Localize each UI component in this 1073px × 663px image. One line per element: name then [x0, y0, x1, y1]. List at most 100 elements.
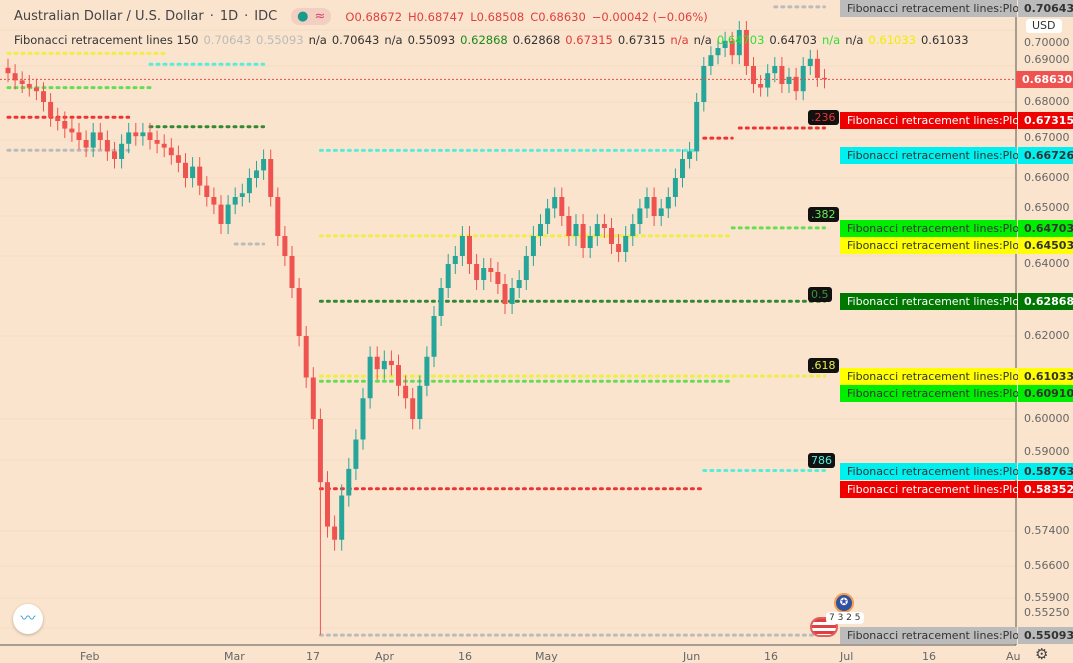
candle	[5, 58, 11, 83]
indicator-value: n/a	[693, 33, 712, 47]
candle	[417, 375, 423, 430]
candle	[552, 187, 558, 218]
candle	[41, 82, 46, 112]
price-tag-value: 0.60910	[1018, 385, 1073, 402]
candle	[396, 354, 401, 397]
candle	[211, 187, 217, 215]
candle	[140, 122, 146, 146]
last-price-tag: 0.68630	[1016, 71, 1073, 89]
indicator-value: n/a	[845, 33, 864, 47]
candle	[814, 49, 820, 87]
candle	[232, 187, 238, 215]
indicator-value: n/a	[308, 33, 327, 47]
indicator-legend[interactable]: Fibonacci retracement lines 150 0.70643 0…	[14, 33, 969, 47]
price-tag-value: 0.70643	[1018, 0, 1073, 17]
candle	[360, 387, 366, 450]
indicator-values: 0.70643 0.55093 n/a 0.70643 n/a 0.55093 0.6286…	[203, 33, 968, 47]
events-count-badge[interactable]: 7 3 2 5	[826, 612, 864, 624]
candle	[637, 198, 643, 234]
candle	[112, 141, 117, 169]
candle	[694, 93, 700, 161]
candle	[509, 278, 515, 314]
price-tag-value: 0.64503	[1018, 237, 1073, 254]
settings-gear-icon[interactable]: ⚙	[1035, 645, 1049, 663]
candle	[438, 278, 444, 326]
time-axis-label: Jun	[683, 650, 701, 663]
candle	[459, 226, 465, 266]
candle	[374, 346, 380, 380]
candle	[786, 67, 792, 93]
price-axis-label: 0.59000	[1024, 445, 1070, 458]
candle	[183, 153, 188, 188]
indicator-value: 0.61033	[920, 33, 969, 47]
market-status-pill[interactable]: ● ≈	[291, 8, 332, 25]
candle	[353, 429, 359, 480]
candle	[523, 246, 529, 290]
candle	[62, 111, 68, 139]
au-event-flag-icon[interactable]: ✪	[834, 593, 854, 613]
candle	[601, 214, 607, 238]
candle	[403, 375, 409, 409]
candle	[580, 214, 586, 258]
candle	[346, 457, 352, 507]
candle	[388, 350, 394, 376]
candle	[566, 206, 572, 246]
price-tag-value: 0.64703	[1018, 220, 1073, 237]
fib-level-label: 786	[808, 452, 835, 468]
candle	[793, 67, 799, 101]
indicator-value: 0.70643	[331, 33, 380, 47]
price-tag-value: 0.58352	[1018, 481, 1073, 498]
currency-label[interactable]: USD	[1026, 19, 1062, 33]
time-axis-label: 17	[306, 650, 320, 663]
price-axis-label: 0.55900	[1024, 591, 1070, 604]
time-axis-label: Apr	[375, 650, 395, 663]
candle	[218, 195, 224, 234]
price-tag-value: 0.62868	[1018, 293, 1073, 310]
candle	[83, 130, 89, 158]
indicator-value: 0.64703	[716, 33, 765, 47]
candle	[587, 226, 593, 258]
candle	[481, 258, 487, 290]
candle	[161, 134, 167, 158]
candle	[246, 168, 252, 203]
candle	[204, 176, 210, 207]
fib-level-label: .236	[808, 110, 839, 126]
candle	[239, 183, 245, 207]
indicator-name[interactable]: Fibonacci retracement lines 150	[14, 33, 199, 47]
indicator-value: n/a	[821, 33, 841, 47]
price-tag-name: Fibonacci retracement lines:Plot	[840, 385, 1023, 402]
chart-legend-header: Australian Dollar / U.S. Dollar · 1D · IDC…	[14, 8, 708, 25]
fib-level-label: 0.5	[808, 287, 832, 302]
price-axis-label: 0.57400	[1024, 524, 1070, 537]
price-tag-name: Fibonacci retracement lines:Plot	[840, 627, 1023, 644]
symbol-title[interactable]: Australian Dollar / U.S. Dollar	[14, 9, 204, 24]
candle	[644, 187, 650, 218]
time-axis-label: May	[535, 650, 558, 663]
candle	[154, 130, 160, 154]
candle	[190, 157, 196, 188]
exchange: IDC	[254, 9, 278, 24]
time-axis-label: 16	[458, 650, 472, 663]
indicator-value: 0.64703	[769, 33, 817, 47]
candle	[665, 187, 671, 218]
price-tag-value: 0.66726	[1018, 147, 1073, 164]
change-value: −0.00042 (−0.06%)	[591, 9, 708, 24]
candle	[104, 130, 110, 161]
candle	[303, 326, 309, 388]
candle	[758, 75, 764, 97]
price-tag-value: 0.61033	[1018, 368, 1073, 385]
time-axis-label: Au	[1006, 650, 1021, 663]
candle	[516, 270, 522, 298]
candle	[736, 21, 742, 65]
candle	[715, 39, 721, 65]
price-axis-label: 0.66000	[1024, 171, 1070, 184]
time-axis-label: 16	[922, 650, 936, 663]
price-tag-name: Fibonacci retracement lines:Plot	[840, 220, 1023, 237]
candle	[545, 198, 551, 234]
separator: ·	[244, 9, 249, 24]
indicator-value: 0.62868	[512, 33, 561, 47]
price-tag-name: Fibonacci retracement lines:Plot	[840, 293, 1023, 310]
time-axis-label: Feb	[80, 650, 100, 663]
tradingview-logo-icon[interactable]: 〰	[13, 604, 43, 634]
